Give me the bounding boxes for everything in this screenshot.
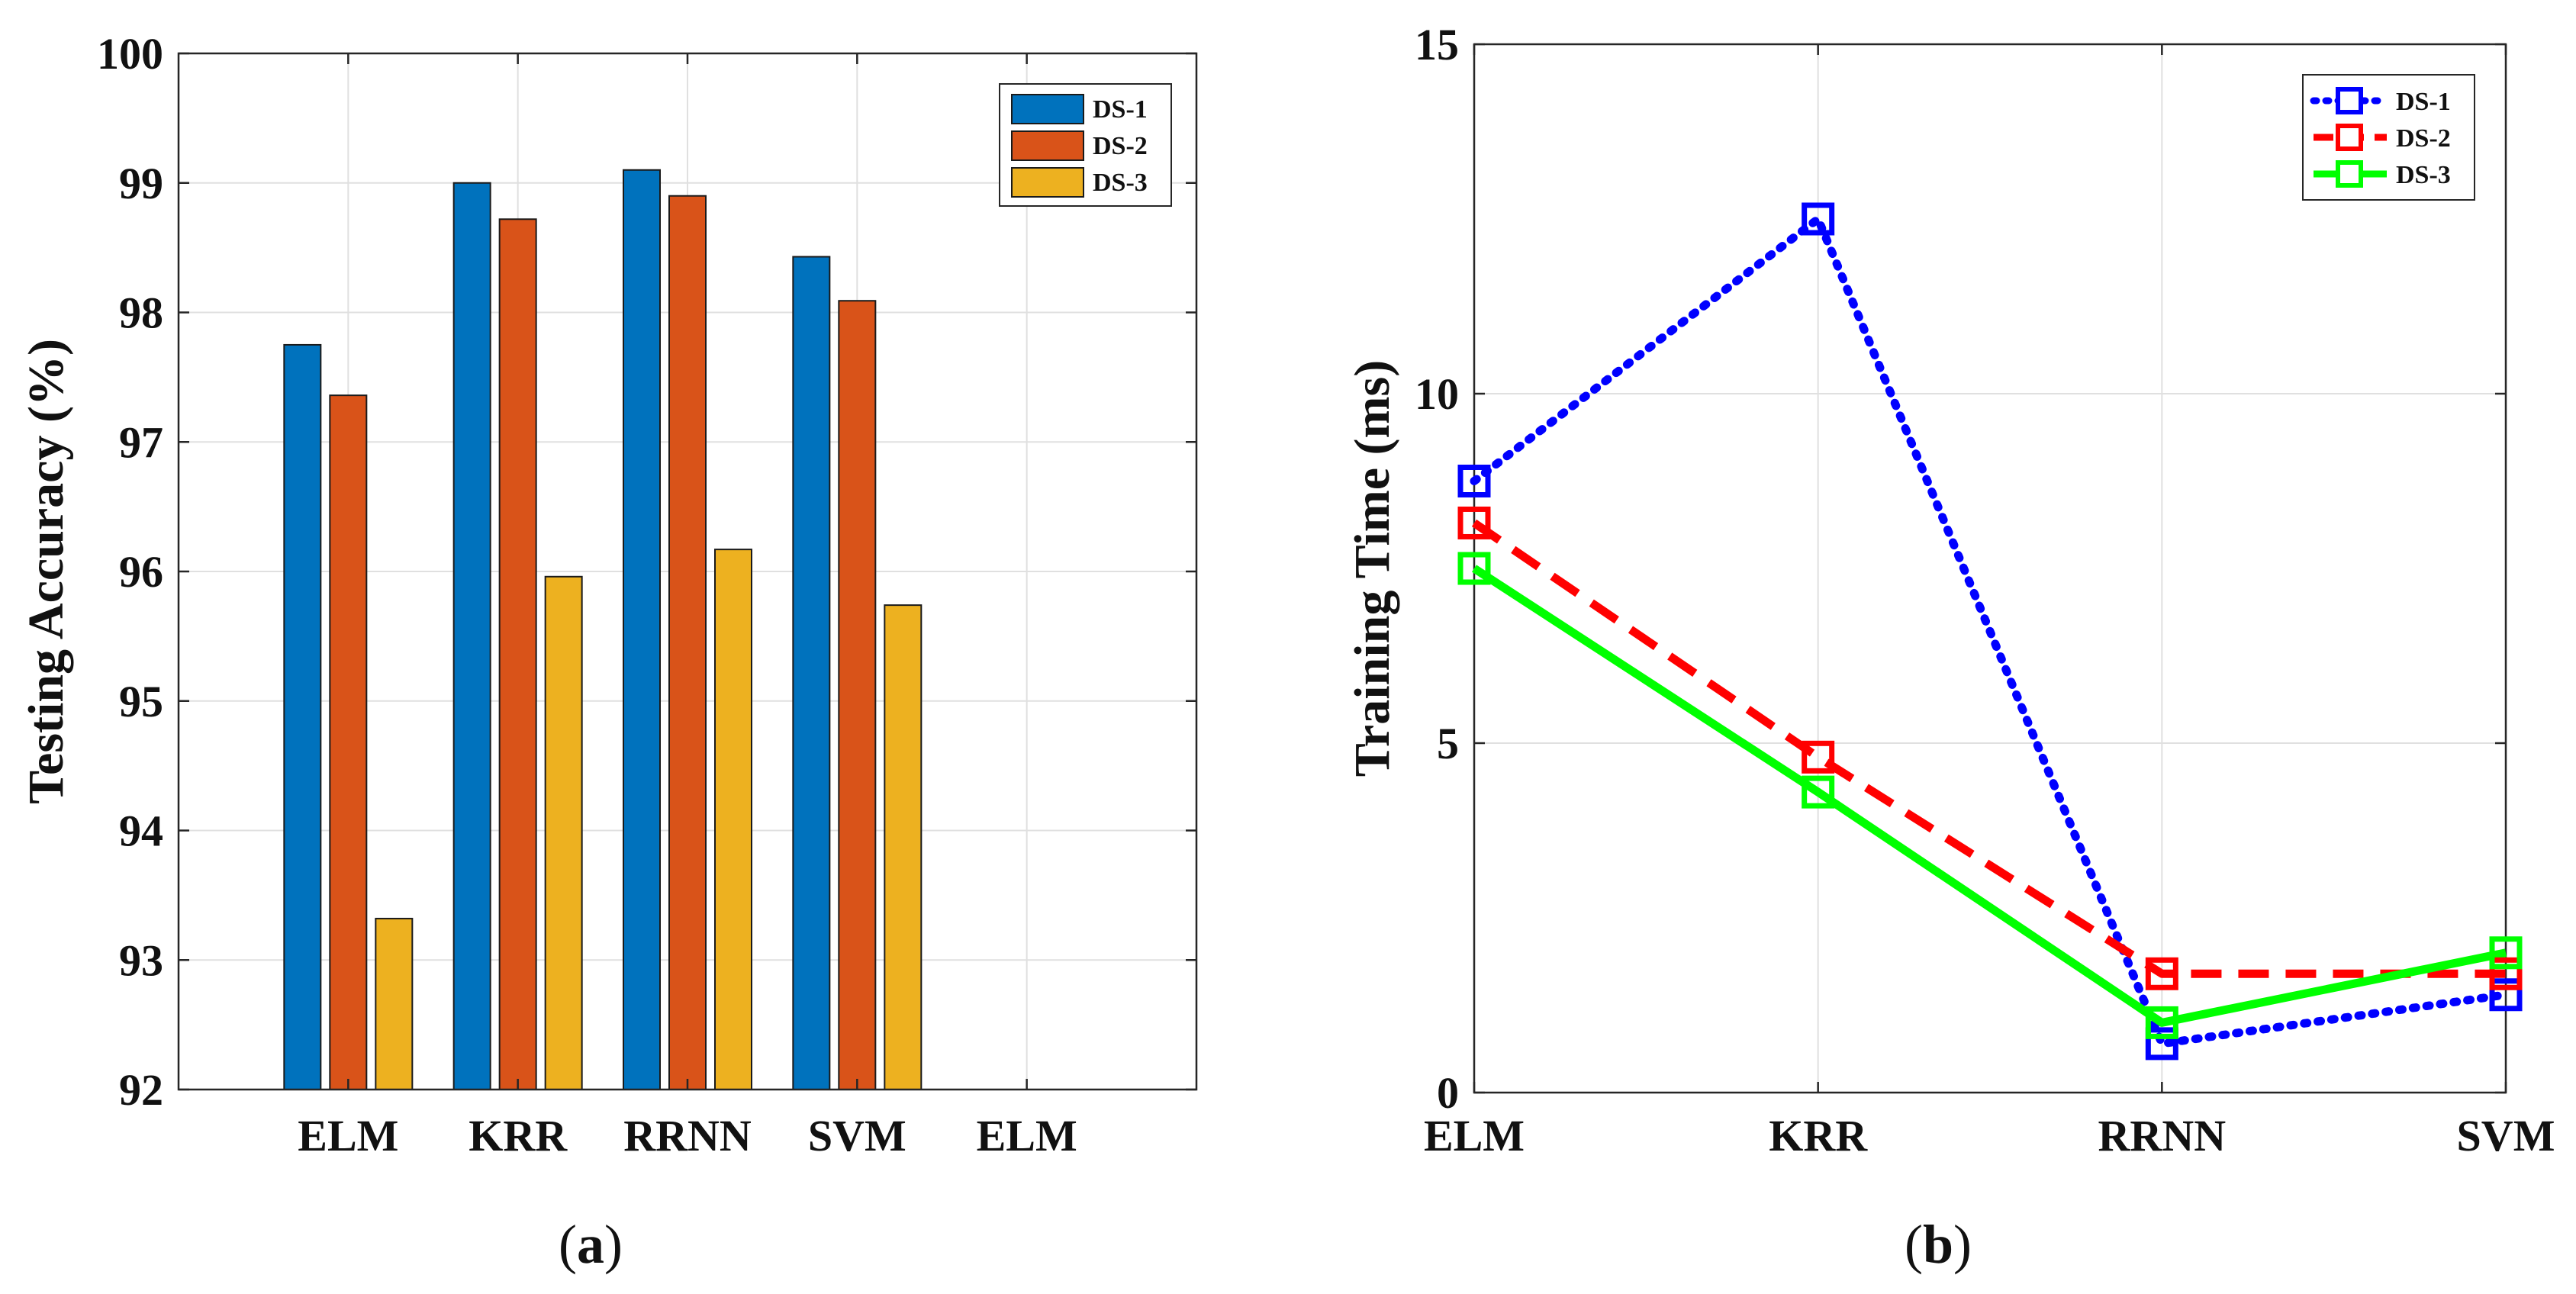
a-bar-ds-2-rrnn — [668, 195, 707, 1091]
b-marker-ds-2-svm — [2489, 957, 2523, 990]
b-marker-ds-2-krr — [1802, 740, 1835, 774]
b-marker-ds-1-rrnn — [2145, 1027, 2178, 1061]
a-y-tick-label: 100 — [97, 29, 163, 79]
b-y-axis-label: Training Time (ms) — [1344, 360, 1400, 777]
a-legend-swatch — [1011, 167, 1084, 198]
a-ticks: 92 93 94 95 96 97 98 99 100 ELM KRR RRNN SVM ELM — [97, 29, 1196, 1160]
b-legend-label: DS-3 — [2396, 161, 2451, 189]
b-lines — [1457, 202, 2523, 1061]
a-caption-letter: a — [577, 1214, 604, 1275]
b-y-tick-label: 0 — [1437, 1068, 1459, 1118]
a-bar-ds-1-elm — [283, 343, 322, 1090]
a-x-tick-label: ELM — [298, 1111, 398, 1160]
a-x-tick-label: ELM — [977, 1111, 1077, 1160]
a-legend-label: DS-1 — [1093, 95, 1148, 124]
a-y-tick-label: 95 — [119, 677, 163, 726]
a-bar-ds-3-elm — [375, 917, 414, 1091]
b-y-tick-label: 15 — [1415, 20, 1459, 69]
a-x-tick-label: SVM — [808, 1111, 906, 1160]
b-x-tick-label: KRR — [1769, 1111, 1868, 1160]
b-marker-ds-3-svm — [2489, 936, 2523, 970]
b-ticks: 0 5 10 15 ELM KRR RRNN SVM — [1415, 20, 2555, 1160]
a-y-tick-label: 93 — [119, 935, 163, 985]
a-y-tick-label: 99 — [119, 159, 163, 208]
a-bar-ds-1-rrnn — [623, 169, 661, 1090]
b-marker-ds-1-svm — [2489, 978, 2523, 1012]
a-legend-swatch — [1011, 94, 1084, 124]
b-x-tick-label: ELM — [1424, 1111, 1525, 1160]
a-y-tick-label: 96 — [119, 547, 163, 597]
b-y-tick-label: 10 — [1415, 369, 1459, 419]
b-axes-frame — [1473, 43, 2507, 1094]
a-y-tick-label: 94 — [119, 806, 163, 856]
b-marker-ds-3-elm — [1457, 552, 1491, 585]
b-grid — [1473, 43, 2507, 1093]
a-legend-swatch — [1011, 130, 1084, 161]
b-line-ds-3 — [1472, 565, 2507, 1027]
b-marker-ds-1-elm — [1457, 465, 1491, 497]
b-legend-label: DS-2 — [2396, 124, 2451, 153]
a-y-axis-label: Testing Accuracy (%) — [18, 339, 74, 804]
a-legend-label: DS-3 — [1093, 169, 1148, 197]
b-line-ds-2 — [1471, 519, 2506, 978]
b-line-ds-1 — [1470, 214, 2510, 1048]
b-legend: DS-1 DS-2 DS-3 — [2302, 74, 2475, 201]
a-bar-ds-2-elm — [329, 394, 368, 1090]
b-marker-ds-3-krr — [1802, 775, 1835, 809]
a-caption: (a) — [559, 1214, 623, 1275]
a-bar-ds-3-krr — [544, 575, 583, 1090]
b-caption: (b) — [1905, 1214, 1972, 1275]
b-x-tick-label: SVM — [2457, 1111, 2555, 1160]
b-legend-label: DS-1 — [2396, 88, 2451, 116]
b-marker-ds-2-rrnn — [2145, 957, 2178, 990]
b-legend-marker — [2336, 160, 2363, 188]
a-y-tick-label: 97 — [119, 417, 163, 467]
b-marker-ds-2-elm — [1457, 506, 1491, 539]
b-marker-ds-3-rrnn — [2145, 1006, 2178, 1039]
a-bars — [283, 169, 923, 1091]
a-y-tick-label: 92 — [119, 1065, 163, 1115]
a-y-tick-label: 98 — [119, 288, 163, 338]
a-legend-label: DS-2 — [1093, 132, 1148, 160]
b-caption-letter: b — [1923, 1214, 1953, 1275]
a-x-tick-label: RRNN — [623, 1111, 752, 1160]
panel-b-training-time-line-chart: 0 5 10 15 ELM KRR RRNN SVM Training Time (ms) D… — [1344, 20, 2555, 1275]
a-bar-ds-2-krr — [498, 218, 537, 1090]
a-bar-ds-2-svm — [838, 300, 877, 1090]
b-marker-ds-1-krr — [1802, 202, 1835, 236]
a-bar-ds-1-svm — [792, 256, 831, 1091]
b-legend-marker — [2336, 87, 2363, 114]
b-legend-marker — [2336, 124, 2363, 151]
a-bar-ds-3-rrnn — [714, 549, 752, 1090]
panel-a-accuracy-bar-chart: 92 93 94 95 96 97 98 99 100 ELM KRR RRNN SVM ELM Test… — [18, 29, 1198, 1275]
a-bar-ds-1-krr — [452, 182, 491, 1090]
a-legend: DS-1 DS-2 DS-3 — [999, 83, 1172, 207]
b-x-tick-label: RRNN — [2098, 1111, 2227, 1160]
a-x-tick-label: KRR — [469, 1111, 568, 1160]
a-bar-ds-3-svm — [884, 604, 923, 1090]
b-y-tick-label: 5 — [1437, 719, 1459, 768]
